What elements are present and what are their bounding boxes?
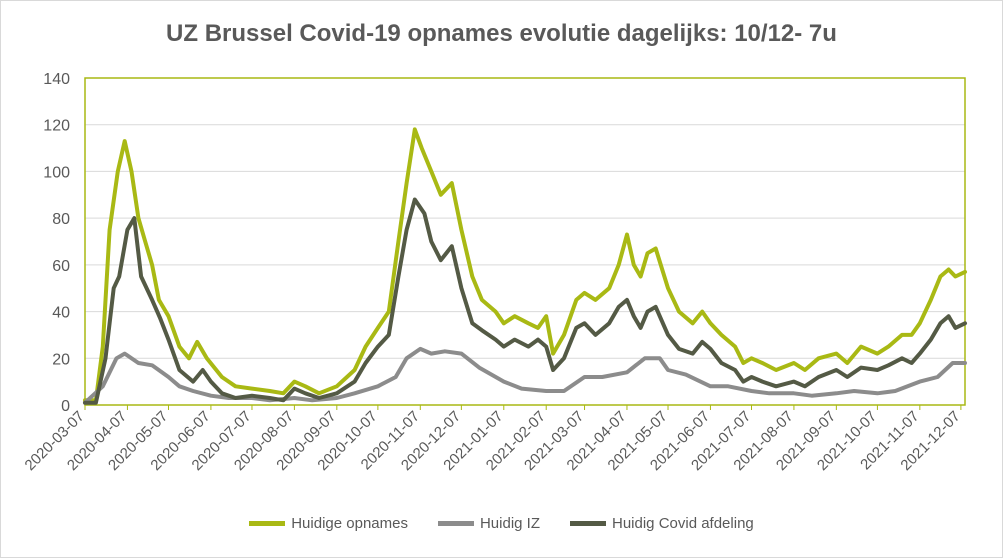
y-tick-label: 0	[61, 398, 70, 415]
legend-label: Huidige opnames	[291, 515, 408, 532]
axis-layer: 0204060801001201402020-03-072020-04-0720…	[22, 71, 966, 474]
y-tick-label: 60	[52, 258, 70, 275]
y-tick-label: 140	[43, 71, 70, 88]
y-tick-label: 20	[52, 351, 70, 368]
legend-item: Huidige opnames	[249, 515, 408, 532]
series-line-0	[83, 127, 967, 403]
chart-title: UZ Brussel Covid-19 opnames evolutie dag…	[166, 20, 837, 47]
legend-swatch	[249, 521, 286, 526]
legend-label: Huidig Covid afdeling	[612, 515, 754, 532]
series-layer	[83, 127, 967, 405]
legend-item: Huidig Covid afdeling	[570, 515, 754, 532]
y-tick-label: 40	[52, 305, 70, 322]
y-tick-label: 120	[43, 118, 70, 135]
grid-layer	[85, 77, 965, 359]
y-tick-label: 100	[43, 164, 70, 181]
legend-swatch	[570, 521, 606, 526]
legend: Huidige opnames Huidig IZ Huidig Covid afd…	[0, 515, 1003, 532]
series-line-1	[83, 346, 967, 405]
legend-swatch	[437, 521, 474, 526]
legend-label: Huidig IZ	[479, 515, 540, 532]
y-tick-label: 80	[52, 211, 70, 228]
series-line-2	[83, 197, 967, 405]
plot-area-border	[84, 77, 966, 406]
legend-item: Huidig IZ	[437, 515, 540, 532]
